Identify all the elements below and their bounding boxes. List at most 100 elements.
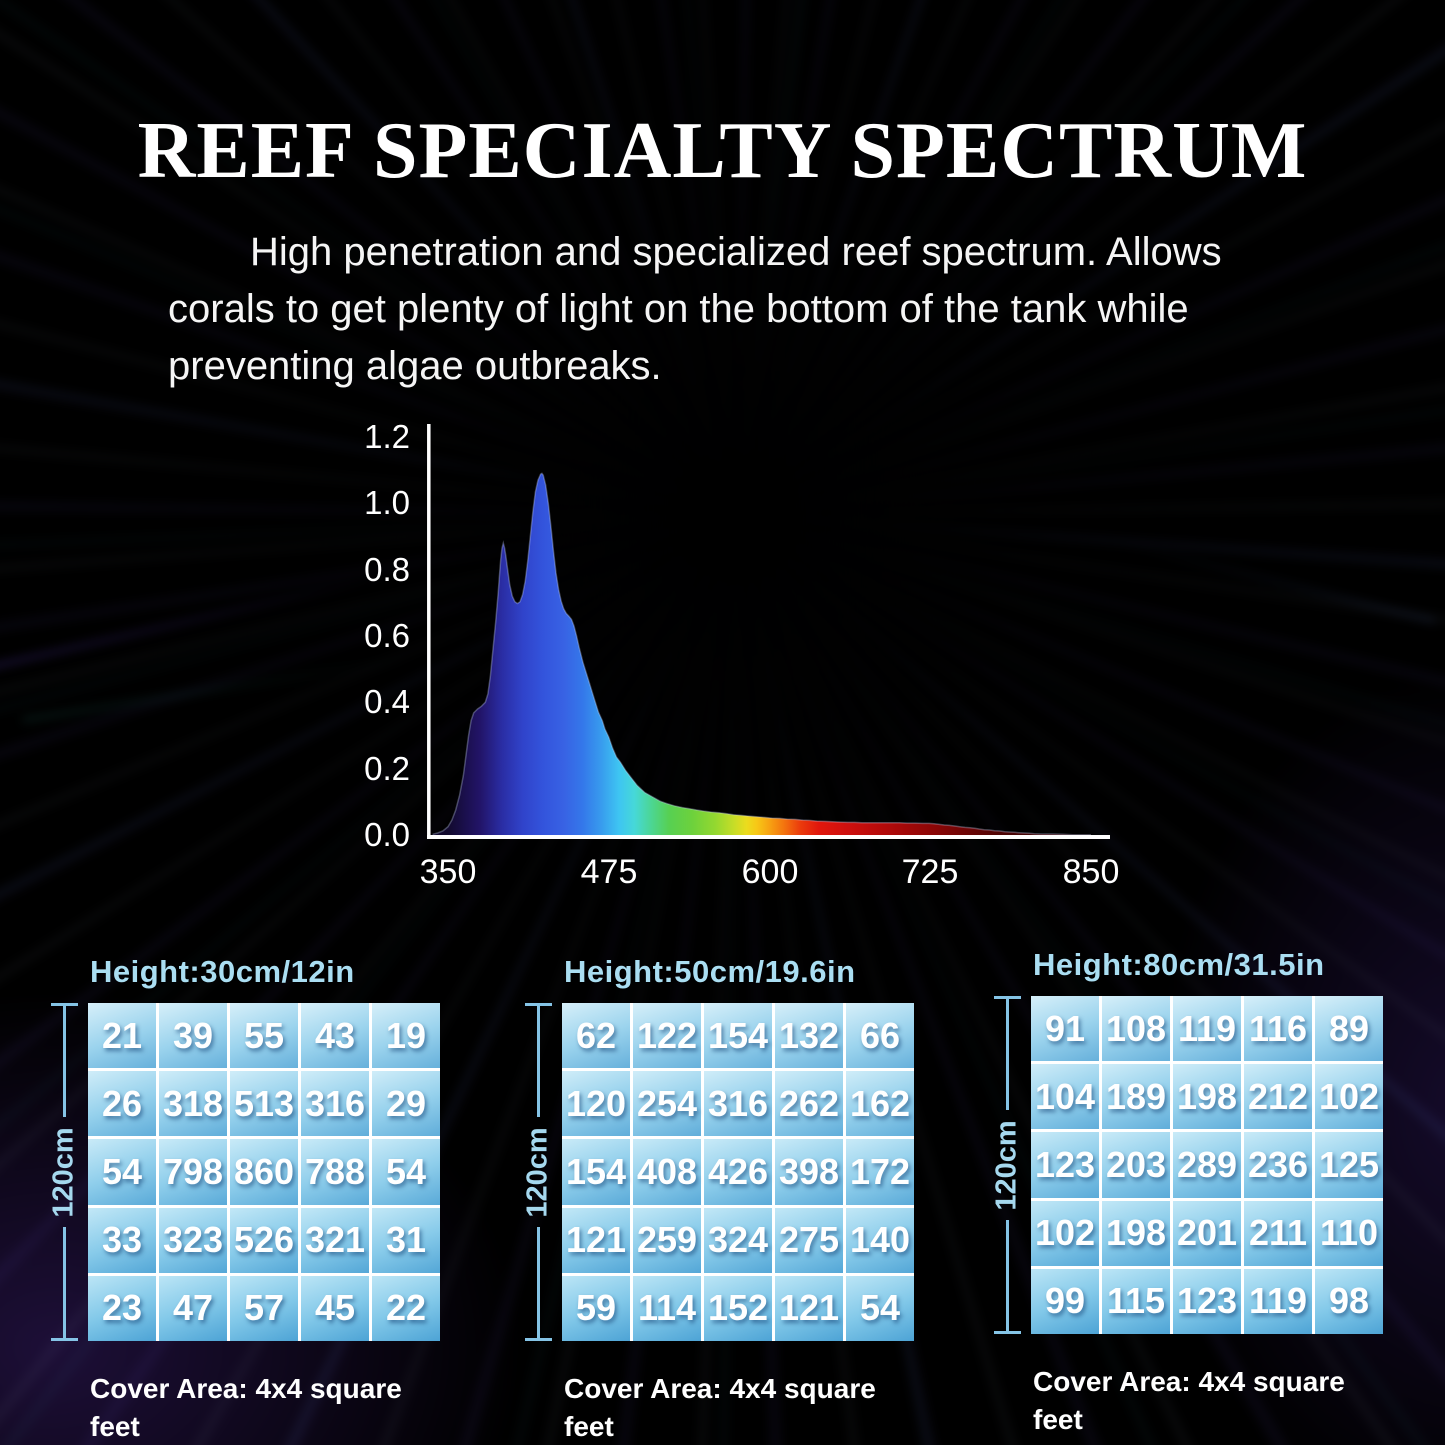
ppfd-cell: 91 bbox=[1031, 996, 1099, 1062]
dimension-line bbox=[1005, 1220, 1009, 1331]
ppfd-map-block: Height:50cm/19.6in 120cm 62 122 154 132 66 120 2… bbox=[514, 948, 914, 1445]
ppfd-cell: 408 bbox=[633, 1139, 701, 1205]
ppfd-cell: 110 bbox=[1315, 1200, 1383, 1266]
ppfd-cell: 57 bbox=[230, 1275, 298, 1341]
page-description: High penetration and specialized reef sp… bbox=[168, 224, 1323, 395]
spectrum-curve-svg bbox=[427, 424, 1110, 839]
ppfd-cell: 323 bbox=[159, 1207, 227, 1273]
dimension-line bbox=[62, 1006, 66, 1117]
ppfd-map-block: Height:30cm/12in 120cm 21 39 55 43 19 26 318 513 3… bbox=[40, 948, 440, 1445]
map-caption: Cover Area: 4x4 square feetAverage PPFD:… bbox=[1033, 1363, 1383, 1445]
ppfd-cell: 262 bbox=[775, 1071, 843, 1137]
x-axis-tick-label: 850 bbox=[1062, 853, 1120, 891]
ppfd-cell: 102 bbox=[1315, 1064, 1383, 1130]
ppfd-cell: 108 bbox=[1102, 996, 1170, 1062]
ppfd-cell: 236 bbox=[1244, 1132, 1312, 1198]
ppfd-cell: 140 bbox=[846, 1207, 914, 1273]
height-label: Height:30cm/12in bbox=[90, 954, 355, 989]
ppfd-cell: 198 bbox=[1173, 1064, 1241, 1130]
dimension-cap bbox=[524, 1338, 552, 1341]
ppfd-cell: 115 bbox=[1102, 1268, 1170, 1334]
ppfd-grid: 21 39 55 43 19 26 318 513 316 29 54 798 860 788 54 33 32… bbox=[88, 1003, 440, 1341]
ppfd-cell: 154 bbox=[562, 1139, 630, 1205]
dimension-label: 120cm bbox=[47, 1126, 80, 1218]
dimension-indicator: 120cm bbox=[983, 996, 1031, 1334]
ppfd-cell: 21 bbox=[88, 1003, 156, 1069]
ppfd-grid: 62 122 154 132 66 120 254 316 262 162 154 408 426 398… bbox=[562, 1003, 914, 1341]
y-axis-tick-label: 0.0 bbox=[364, 816, 410, 853]
ppfd-cell: 259 bbox=[633, 1207, 701, 1273]
ppfd-cell: 318 bbox=[159, 1071, 227, 1137]
ppfd-cell: 123 bbox=[1173, 1268, 1241, 1334]
ppfd-cell: 324 bbox=[704, 1207, 772, 1273]
ppfd-cell: 316 bbox=[704, 1071, 772, 1137]
ppfd-cell: 123 bbox=[1031, 1132, 1099, 1198]
ppfd-cell: 55 bbox=[230, 1003, 298, 1069]
map-caption-line: Average PPFD: 147 umol/m²/s bbox=[1033, 1439, 1383, 1445]
ppfd-cell: 121 bbox=[562, 1207, 630, 1273]
ppfd-cell: 275 bbox=[775, 1207, 843, 1273]
map-caption: Cover Area: 4x4 square feetAverage PPFD:… bbox=[90, 1370, 440, 1445]
ppfd-cell: 22 bbox=[372, 1275, 440, 1341]
map-caption: Cover Area: 4x4 square feetAverage PPFD:… bbox=[564, 1370, 914, 1445]
y-axis-tick-label: 1.2 bbox=[364, 418, 410, 455]
ppfd-cell: 23 bbox=[88, 1275, 156, 1341]
ppfd-cell: 189 bbox=[1102, 1064, 1170, 1130]
map-caption-line: Cover Area: 4x4 square feet bbox=[90, 1373, 402, 1442]
y-axis-tick-label: 0.4 bbox=[364, 683, 410, 720]
ppfd-cell: 99 bbox=[1031, 1268, 1099, 1334]
ppfd-cell: 125 bbox=[1315, 1132, 1383, 1198]
dimension-line bbox=[1005, 999, 1009, 1110]
dimension-cap bbox=[993, 1331, 1021, 1334]
ppfd-cell: 132 bbox=[775, 1003, 843, 1069]
ppfd-cell: 121 bbox=[775, 1275, 843, 1341]
height-label: Height:80cm/31.5in bbox=[1033, 947, 1325, 982]
x-axis-labels: 350 475 600 725 850 bbox=[420, 853, 1120, 895]
ppfd-cell: 289 bbox=[1173, 1132, 1241, 1198]
dimension-indicator: 120cm bbox=[40, 1003, 88, 1341]
ppfd-cell: 119 bbox=[1244, 1268, 1312, 1334]
x-axis-tick-label: 475 bbox=[580, 853, 638, 891]
ppfd-cell: 26 bbox=[88, 1071, 156, 1137]
page-description-line: corals to get plenty of light on the bot… bbox=[168, 287, 1189, 331]
y-axis-tick-label: 0.6 bbox=[364, 617, 410, 654]
ppfd-cell: 152 bbox=[704, 1275, 772, 1341]
ppfd-cell: 398 bbox=[775, 1139, 843, 1205]
page-description-line: High penetration and specialized reef sp… bbox=[250, 230, 1222, 274]
ppfd-cell: 321 bbox=[301, 1207, 369, 1273]
ppfd-cell: 860 bbox=[230, 1139, 298, 1205]
dimension-label: 120cm bbox=[521, 1126, 554, 1218]
y-axis-labels: 1.2 1.0 0.8 0.6 0.4 0.2 0.0 bbox=[322, 418, 410, 853]
ppfd-cell: 66 bbox=[846, 1003, 914, 1069]
dimension-label: 120cm bbox=[990, 1119, 1023, 1211]
y-axis-tick-label: 1.0 bbox=[364, 484, 410, 521]
page-title: REEF SPECIALTY SPECTRUM bbox=[137, 107, 1308, 195]
spectrum-chart bbox=[427, 424, 1110, 848]
dimension-line bbox=[536, 1227, 540, 1338]
ppfd-cell: 98 bbox=[1315, 1268, 1383, 1334]
dimension-cap bbox=[50, 1338, 78, 1341]
dimension-cap bbox=[993, 996, 1021, 999]
ppfd-cell: 114 bbox=[633, 1275, 701, 1341]
ppfd-cell: 116 bbox=[1244, 996, 1312, 1062]
dimension-indicator: 120cm bbox=[514, 1003, 562, 1341]
map-caption-line: Cover Area: 4x4 square feet bbox=[564, 1373, 876, 1442]
ppfd-cell: 104 bbox=[1031, 1064, 1099, 1130]
ppfd-cell: 54 bbox=[846, 1275, 914, 1341]
ppfd-cell: 39 bbox=[159, 1003, 227, 1069]
ppfd-cell: 89 bbox=[1315, 996, 1383, 1062]
ppfd-cell: 54 bbox=[372, 1139, 440, 1205]
dimension-cap bbox=[50, 1003, 78, 1006]
ppfd-cell: 62 bbox=[562, 1003, 630, 1069]
ppfd-cell: 798 bbox=[159, 1139, 227, 1205]
ppfd-cell: 198 bbox=[1102, 1200, 1170, 1266]
ppfd-cell: 426 bbox=[704, 1139, 772, 1205]
ppfd-cell: 211 bbox=[1244, 1200, 1312, 1266]
y-axis-tick-label: 0.8 bbox=[364, 551, 410, 588]
ppfd-cell: 172 bbox=[846, 1139, 914, 1205]
dimension-line bbox=[536, 1006, 540, 1117]
ppfd-cell: 54 bbox=[88, 1139, 156, 1205]
ppfd-cell: 43 bbox=[301, 1003, 369, 1069]
ppfd-cell: 203 bbox=[1102, 1132, 1170, 1198]
